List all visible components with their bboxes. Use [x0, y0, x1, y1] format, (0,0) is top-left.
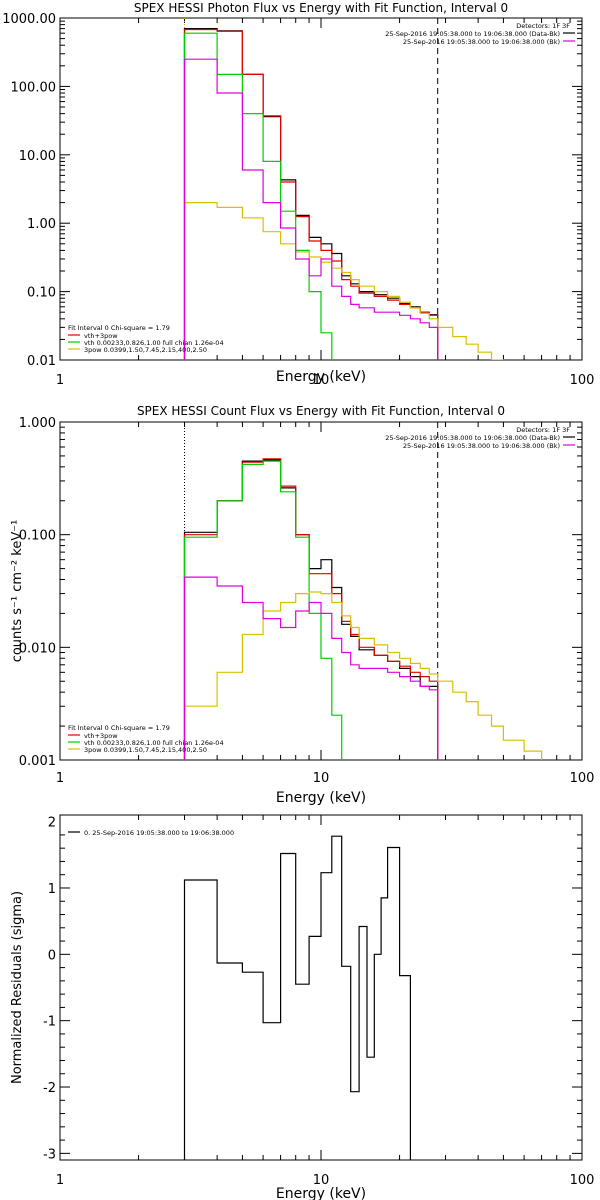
legend-item: 25-Sep-2016 19:05:38.000 to 19:06:38.000…: [385, 434, 560, 442]
plot-frame: [59, 421, 583, 761]
series-data-bk: [183, 459, 439, 760]
series-3pow: [183, 591, 543, 760]
y-tick-label: 0: [48, 948, 56, 963]
x-tick-label: 100: [570, 1173, 595, 1188]
legend-fit-title: Fit Interval 0 Chi-square = 1.79: [68, 724, 170, 732]
legend-item: 25-Sep-2016 19:05:38.000 to 19:06:38.000…: [385, 30, 560, 38]
y-tick-label: 1: [48, 882, 56, 897]
series-3pow: [183, 202, 504, 360]
y-axis-label: counts s⁻¹ cm⁻² keV⁻¹: [10, 520, 25, 663]
legend-item: 0. 25-Sep-2016 19:05:38.000 to 19:06:38.…: [84, 829, 234, 837]
x-tick-label: 10: [313, 771, 330, 786]
legend-item: vth+3pow: [84, 332, 118, 340]
y-tick-label: 1.000: [19, 416, 56, 431]
chart-panel-2: SPEX HESSI Count Flux vs Energy with Fit…: [10, 404, 594, 806]
y-tick-label: 0.010: [19, 641, 56, 656]
legend-item: vth 0.00233,0.826,1.00 full chian 1.26e-…: [84, 339, 224, 347]
legend-title: Detectors: 1F 3F: [516, 426, 570, 434]
plot-area: [183, 18, 504, 360]
x-tick-label: 1: [56, 1173, 64, 1188]
x-tick-label: 10: [313, 1173, 330, 1188]
series-vth+3pow: [183, 458, 439, 760]
x-axis-label: Energy (keV): [276, 1186, 366, 1200]
legend-fit-title: Fit Interval 0 Chi-square = 1.79: [68, 324, 170, 332]
y-tick-label: -3: [43, 1147, 56, 1162]
chart-panel-1: SPEX HESSI Photon Flux vs Energy with Fi…: [2, 1, 595, 388]
y-tick-label: 0.100: [19, 529, 56, 544]
y-tick-label: 10.00: [19, 149, 56, 164]
x-tick-label: 1: [56, 771, 64, 786]
chart-title: SPEX HESSI Count Flux vs Energy with Fit…: [137, 404, 505, 418]
x-tick-label: 100: [570, 771, 595, 786]
y-axis-label: Normalized Residuals (sigma): [10, 891, 25, 1084]
y-tick-label: 2: [48, 816, 56, 831]
x-axis-label: Energy (keV): [276, 790, 366, 806]
series-bk: [183, 576, 439, 760]
legend-item: 25-Sep-2016 19:05:38.000 to 19:06:38.000…: [403, 38, 560, 46]
y-tick-label: -1: [43, 1015, 56, 1030]
legend-item: 25-Sep-2016 19:05:38.000 to 19:06:38.000…: [403, 442, 560, 450]
chart-panel-3: 1 10 100 -3 -2 -1 0 1 2 Energy (keV) Normalized Re…: [10, 814, 595, 1200]
x-tick-label: 10: [313, 373, 330, 388]
y-tick-label: 1000.00: [2, 12, 56, 27]
plot-frame: [59, 814, 583, 1161]
plot-area: [183, 835, 411, 1160]
plot-area: [183, 422, 543, 760]
y-tick-label: 0.01: [27, 354, 56, 369]
y-tick-label: 0.10: [27, 286, 56, 301]
y-tick-label: 100.00: [11, 80, 57, 95]
chart-title: SPEX HESSI Photon Flux vs Energy with Fi…: [134, 1, 508, 15]
y-tick-label: -2: [43, 1081, 56, 1096]
legend-title: Detectors: 1F 3F: [516, 22, 570, 30]
y-tick-label: 0.001: [19, 754, 56, 769]
x-tick-label: 1: [56, 373, 64, 388]
legend-item: 3pow 0.0399,1.50,7.45,2.15,400,2.50: [84, 346, 207, 354]
y-tick-label: 1.00: [27, 217, 56, 232]
series-residuals: [183, 835, 411, 1160]
x-axis-label: Energy (keV): [276, 369, 366, 385]
x-tick-label: 100: [570, 373, 595, 388]
legend-item: vth+3pow: [84, 732, 118, 740]
legend-item: 3pow 0.0399,1.50,7.45,2.15,400,2.50: [84, 746, 207, 754]
series-bk: [183, 58, 439, 360]
series-vth+3pow: [183, 28, 439, 360]
series-vth: [183, 460, 343, 760]
legend-item: vth 0.00233,0.826,1.00 full chian 1.26e-…: [84, 739, 224, 747]
series-data-bk: [183, 28, 439, 360]
